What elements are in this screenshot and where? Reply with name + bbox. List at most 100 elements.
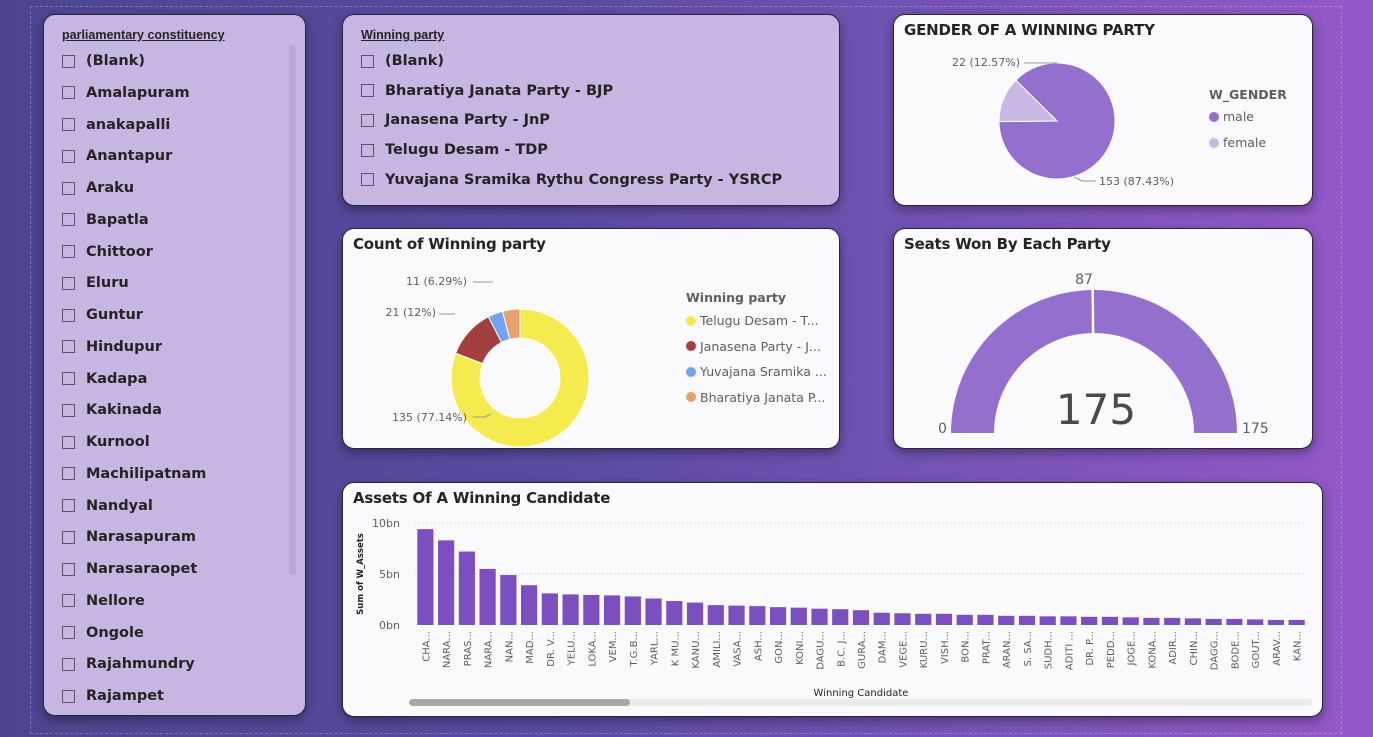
donut-slice-bharatiya-janata-p[interactable]	[501, 308, 521, 340]
constituency-checkbox[interactable]	[62, 530, 75, 544]
legend-item-yuvajana-sramika[interactable]: Yuvajana Sramika ...	[686, 364, 827, 379]
bar[interactable]	[1205, 618, 1222, 625]
constituency-item-guntur[interactable]: Guntur	[62, 304, 143, 326]
bar[interactable]	[666, 601, 683, 625]
constituency-item-kurnool[interactable]: Kurnool	[62, 431, 150, 453]
constituency-checkbox[interactable]	[62, 149, 75, 163]
bar[interactable]	[1101, 616, 1119, 625]
constituency-checkbox[interactable]	[62, 54, 75, 68]
bar[interactable]	[438, 540, 455, 625]
constituency-checkbox[interactable]	[62, 213, 75, 227]
constituency-checkbox[interactable]	[62, 657, 75, 671]
constituency-checkbox[interactable]	[62, 276, 75, 290]
constituency-item-kakinada[interactable]: Kakinada	[62, 399, 162, 421]
bar[interactable]	[873, 612, 890, 625]
bar[interactable]	[1247, 619, 1264, 625]
bar[interactable]	[417, 529, 434, 625]
constituency-checkbox[interactable]	[62, 245, 75, 258]
bar[interactable]	[1288, 619, 1305, 625]
constituency-checkbox[interactable]	[62, 308, 75, 322]
constituency-item-narasaraopet[interactable]: Narasaraopet	[62, 558, 197, 580]
horizontal-scrollbar-thumb[interactable]	[409, 699, 630, 706]
bar[interactable]	[728, 605, 745, 625]
constituency-item-kadapa[interactable]: Kadapa	[62, 368, 147, 390]
constituency-checkbox[interactable]	[62, 372, 75, 385]
horizontal-scrollbar-track[interactable]	[409, 699, 1312, 706]
constituency-checkbox[interactable]	[62, 499, 75, 512]
bar[interactable]	[998, 615, 1015, 625]
party-item-telugu-desam-tdp[interactable]: Telugu Desam - TDP	[361, 139, 548, 161]
bar[interactable]	[521, 585, 538, 625]
bar[interactable]	[686, 602, 704, 625]
party-checkbox[interactable]	[361, 113, 374, 127]
constituency-item-chittoor[interactable]: Chittoor	[62, 241, 153, 263]
constituency-item-eluru[interactable]: Eluru	[62, 272, 129, 294]
bar[interactable]	[562, 594, 579, 625]
constituency-item-hindupur[interactable]: Hindupur	[62, 336, 162, 358]
bar[interactable]	[852, 610, 870, 625]
bar[interactable]	[624, 596, 641, 625]
bar[interactable]	[1018, 615, 1036, 625]
constituency-item-ongole[interactable]: Ongole	[62, 622, 144, 644]
bar[interactable]	[1164, 617, 1181, 625]
constituency-checkbox[interactable]	[62, 86, 75, 100]
constituency-item-bapatla[interactable]: Bapatla	[62, 209, 149, 231]
party-checkbox[interactable]	[361, 54, 374, 68]
constituency-item-machilipatnam[interactable]: Machilipatnam	[62, 463, 206, 485]
bar[interactable]	[1143, 617, 1160, 625]
bar[interactable]	[894, 613, 911, 625]
bar[interactable]	[811, 608, 828, 625]
constituency-checkbox[interactable]	[62, 118, 75, 131]
constituency-checkbox[interactable]	[62, 689, 75, 703]
party-item-yuvajana-sramika-rythu-congress-party-ysrcp[interactable]: Yuvajana Sramika Rythu Congress Party - …	[361, 169, 782, 191]
bar[interactable]	[479, 568, 496, 625]
party-checkbox[interactable]	[361, 173, 374, 187]
constituency-item-nandyal[interactable]: Nandyal	[62, 495, 153, 517]
constituency-checkbox[interactable]	[62, 181, 75, 195]
constituency-item-rajahmundry[interactable]: Rajahmundry	[62, 653, 195, 675]
constituency-item-anantapur[interactable]: Anantapur	[62, 145, 172, 167]
legend-item-bharatiya-janata-p[interactable]: Bharatiya Janata P...	[686, 390, 825, 405]
bar[interactable]	[1060, 616, 1077, 625]
constituency-item-anakapalli[interactable]: anakapalli	[62, 114, 170, 136]
pie-slice-female[interactable]	[998, 79, 1059, 123]
bar[interactable]	[977, 614, 994, 625]
legend-item-janasena-party-j[interactable]: Janasena Party - J...	[686, 339, 821, 354]
legend-item-female[interactable]: female	[1209, 135, 1266, 150]
bar[interactable]	[603, 595, 621, 625]
bar[interactable]	[1184, 618, 1201, 625]
constituency-checkbox[interactable]	[62, 467, 75, 481]
constituency-checkbox[interactable]	[62, 594, 75, 608]
bar[interactable]	[915, 613, 932, 625]
constituency-checkbox[interactable]	[62, 435, 75, 449]
bar[interactable]	[1081, 616, 1098, 625]
bar[interactable]	[1039, 616, 1056, 625]
party-checkbox[interactable]	[361, 84, 374, 98]
bar[interactable]	[1122, 617, 1139, 625]
bar[interactable]	[935, 613, 953, 625]
bar[interactable]	[583, 594, 600, 625]
party-item-blank[interactable]: (Blank)	[361, 50, 444, 72]
bar[interactable]	[500, 575, 517, 625]
legend-item-male[interactable]: male	[1209, 109, 1254, 124]
constituency-item-nellore[interactable]: Nellore	[62, 590, 145, 612]
bar[interactable]	[769, 607, 787, 625]
bar[interactable]	[956, 614, 973, 625]
bar[interactable]	[541, 593, 558, 625]
legend-item-telugu-desam-t[interactable]: Telugu Desam - T...	[686, 313, 819, 328]
party-item-janasena-party-jnp[interactable]: Janasena Party - JnP	[361, 109, 550, 131]
party-item-bharatiya-janata-party-bjp[interactable]: Bharatiya Janata Party - BJP	[361, 80, 613, 102]
constituency-item-amalapuram[interactable]: Amalapuram	[62, 82, 190, 104]
bar[interactable]	[790, 607, 807, 625]
constituency-checkbox[interactable]	[62, 626, 75, 639]
donut-slice-telugu-desam-t[interactable]	[450, 308, 590, 448]
constituency-item-blank[interactable]: (Blank)	[62, 50, 145, 72]
bar[interactable]	[1267, 619, 1284, 625]
constituency-checkbox[interactable]	[62, 562, 75, 576]
constituency-item-narasapuram[interactable]: Narasapuram	[62, 526, 196, 548]
bar[interactable]	[645, 598, 662, 625]
bar[interactable]	[1226, 618, 1243, 625]
party-checkbox[interactable]	[361, 143, 374, 157]
slicer-scrollbar[interactable]	[289, 45, 296, 575]
constituency-checkbox[interactable]	[62, 340, 75, 354]
